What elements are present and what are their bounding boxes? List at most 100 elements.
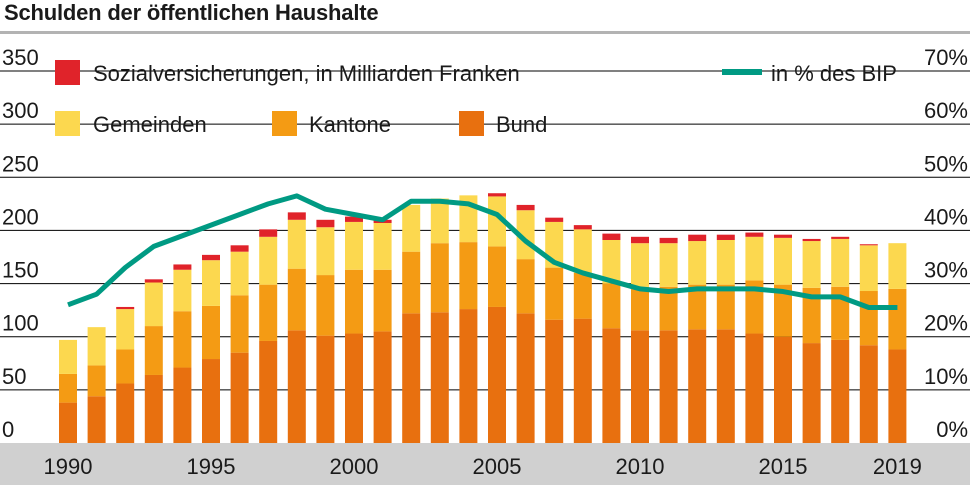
bar-bund bbox=[202, 359, 220, 443]
bar-kantone bbox=[488, 246, 506, 307]
bar-sozial bbox=[545, 217, 564, 222]
left-tick-label: 50 bbox=[2, 364, 26, 389]
bar-bund bbox=[287, 330, 306, 443]
bar-bund bbox=[430, 312, 449, 443]
bar-bund bbox=[516, 313, 535, 443]
bar-gemeinden bbox=[430, 198, 449, 244]
right-tick-label: 10% bbox=[924, 364, 968, 389]
bar-bund bbox=[573, 318, 592, 443]
legend-label-sozial: Sozialversicherungen, in Milliarden Fran… bbox=[93, 61, 520, 86]
bar-gemeinden bbox=[116, 309, 135, 350]
bar-gemeinden bbox=[716, 239, 735, 285]
bar-sozial bbox=[631, 236, 649, 244]
right-tick-label: 20% bbox=[924, 311, 968, 336]
legend-swatch-kantone bbox=[272, 111, 297, 136]
left-axis-ticks: 0 50 100 150 200 250 300 350 bbox=[2, 45, 39, 442]
bar-sozial bbox=[831, 236, 850, 239]
bar-kantone bbox=[59, 373, 77, 403]
x-tick-label: 2010 bbox=[616, 454, 665, 479]
bar-kantone bbox=[459, 242, 478, 310]
legend-swatch-gemeinden bbox=[55, 111, 80, 136]
bar-kantone bbox=[774, 284, 792, 337]
bar-sozial bbox=[774, 234, 792, 238]
bar-gemeinden bbox=[631, 243, 649, 287]
bar-gemeinden bbox=[573, 229, 592, 273]
x-tick-label: 2019 bbox=[873, 454, 922, 479]
bar-bund bbox=[316, 335, 335, 443]
x-axis-band bbox=[0, 443, 970, 485]
bar-bund bbox=[402, 313, 421, 443]
bar-kantone bbox=[573, 272, 592, 319]
bar-gemeinden bbox=[659, 243, 678, 287]
right-tick-label: 70% bbox=[924, 45, 968, 70]
bar-kantone bbox=[144, 326, 163, 375]
bar-sozial bbox=[230, 245, 249, 252]
bar-gemeinden bbox=[259, 236, 278, 285]
legend-label-kantone: Kantone bbox=[309, 112, 391, 137]
bip-line-series bbox=[67, 193, 898, 310]
bar-series bbox=[59, 193, 907, 443]
left-tick-label: 100 bbox=[2, 311, 39, 336]
bar-gemeinden bbox=[230, 251, 249, 296]
bar-gemeinden bbox=[745, 236, 764, 281]
bar-kantone bbox=[173, 311, 192, 368]
right-tick-label: 40% bbox=[924, 204, 968, 229]
bar-kantone bbox=[87, 365, 106, 397]
bar-bund bbox=[259, 340, 278, 443]
bar-kantone bbox=[316, 275, 335, 336]
x-tick-label: 1995 bbox=[187, 454, 236, 479]
bar-sozial bbox=[345, 216, 363, 222]
bar-gemeinden bbox=[888, 243, 907, 289]
bip-line bbox=[67, 193, 898, 310]
bar-bund bbox=[59, 402, 77, 443]
bar-gemeinden bbox=[345, 221, 363, 270]
bar-sozial bbox=[859, 244, 878, 246]
bar-gemeinden bbox=[802, 241, 821, 288]
title-divider bbox=[0, 31, 970, 34]
bar-bund bbox=[688, 329, 707, 443]
bar-kantone bbox=[116, 349, 135, 384]
bar-sozial bbox=[659, 237, 678, 244]
x-tick-label: 2015 bbox=[759, 454, 808, 479]
bar-gemeinden bbox=[144, 282, 163, 327]
bar-kantone bbox=[602, 283, 621, 329]
bar-sozial bbox=[287, 212, 306, 220]
bar-gemeinden bbox=[316, 227, 335, 276]
left-tick-label: 350 bbox=[2, 45, 39, 70]
bar-bund bbox=[144, 374, 163, 443]
bar-sozial bbox=[802, 238, 821, 242]
bar-kantone bbox=[402, 251, 421, 314]
bar-kantone bbox=[859, 291, 878, 346]
bar-gemeinden bbox=[831, 238, 850, 287]
bar-gemeinden bbox=[202, 260, 220, 306]
x-tick-label: 2000 bbox=[330, 454, 379, 479]
bar-bund bbox=[802, 343, 821, 443]
bar-gemeinden bbox=[402, 204, 421, 252]
legend-swatch-bund bbox=[459, 111, 484, 136]
left-tick-label: 0 bbox=[2, 417, 14, 442]
bar-kantone bbox=[202, 305, 220, 360]
x-tick-label: 1990 bbox=[44, 454, 93, 479]
bar-kantone bbox=[688, 284, 707, 330]
x-tick-label: 2005 bbox=[473, 454, 522, 479]
bar-kantone bbox=[631, 286, 649, 331]
bar-sozial bbox=[516, 204, 535, 211]
bar-bund bbox=[488, 306, 506, 443]
bar-bund bbox=[631, 330, 649, 443]
bar-kantone bbox=[259, 284, 278, 341]
bar-kantone bbox=[287, 268, 306, 331]
bar-kantone bbox=[516, 259, 535, 314]
bar-kantone bbox=[716, 284, 735, 330]
bar-gemeinden bbox=[87, 327, 106, 366]
bar-sozial bbox=[602, 233, 621, 240]
left-tick-label: 150 bbox=[2, 258, 39, 283]
bar-bund bbox=[345, 333, 363, 443]
left-tick-label: 200 bbox=[2, 204, 39, 229]
bar-kantone bbox=[802, 287, 821, 344]
bar-bund bbox=[173, 367, 192, 443]
bar-sozial bbox=[259, 229, 278, 237]
bar-kantone bbox=[745, 280, 764, 334]
right-tick-label: 60% bbox=[924, 98, 968, 123]
bar-sozial bbox=[488, 193, 506, 197]
